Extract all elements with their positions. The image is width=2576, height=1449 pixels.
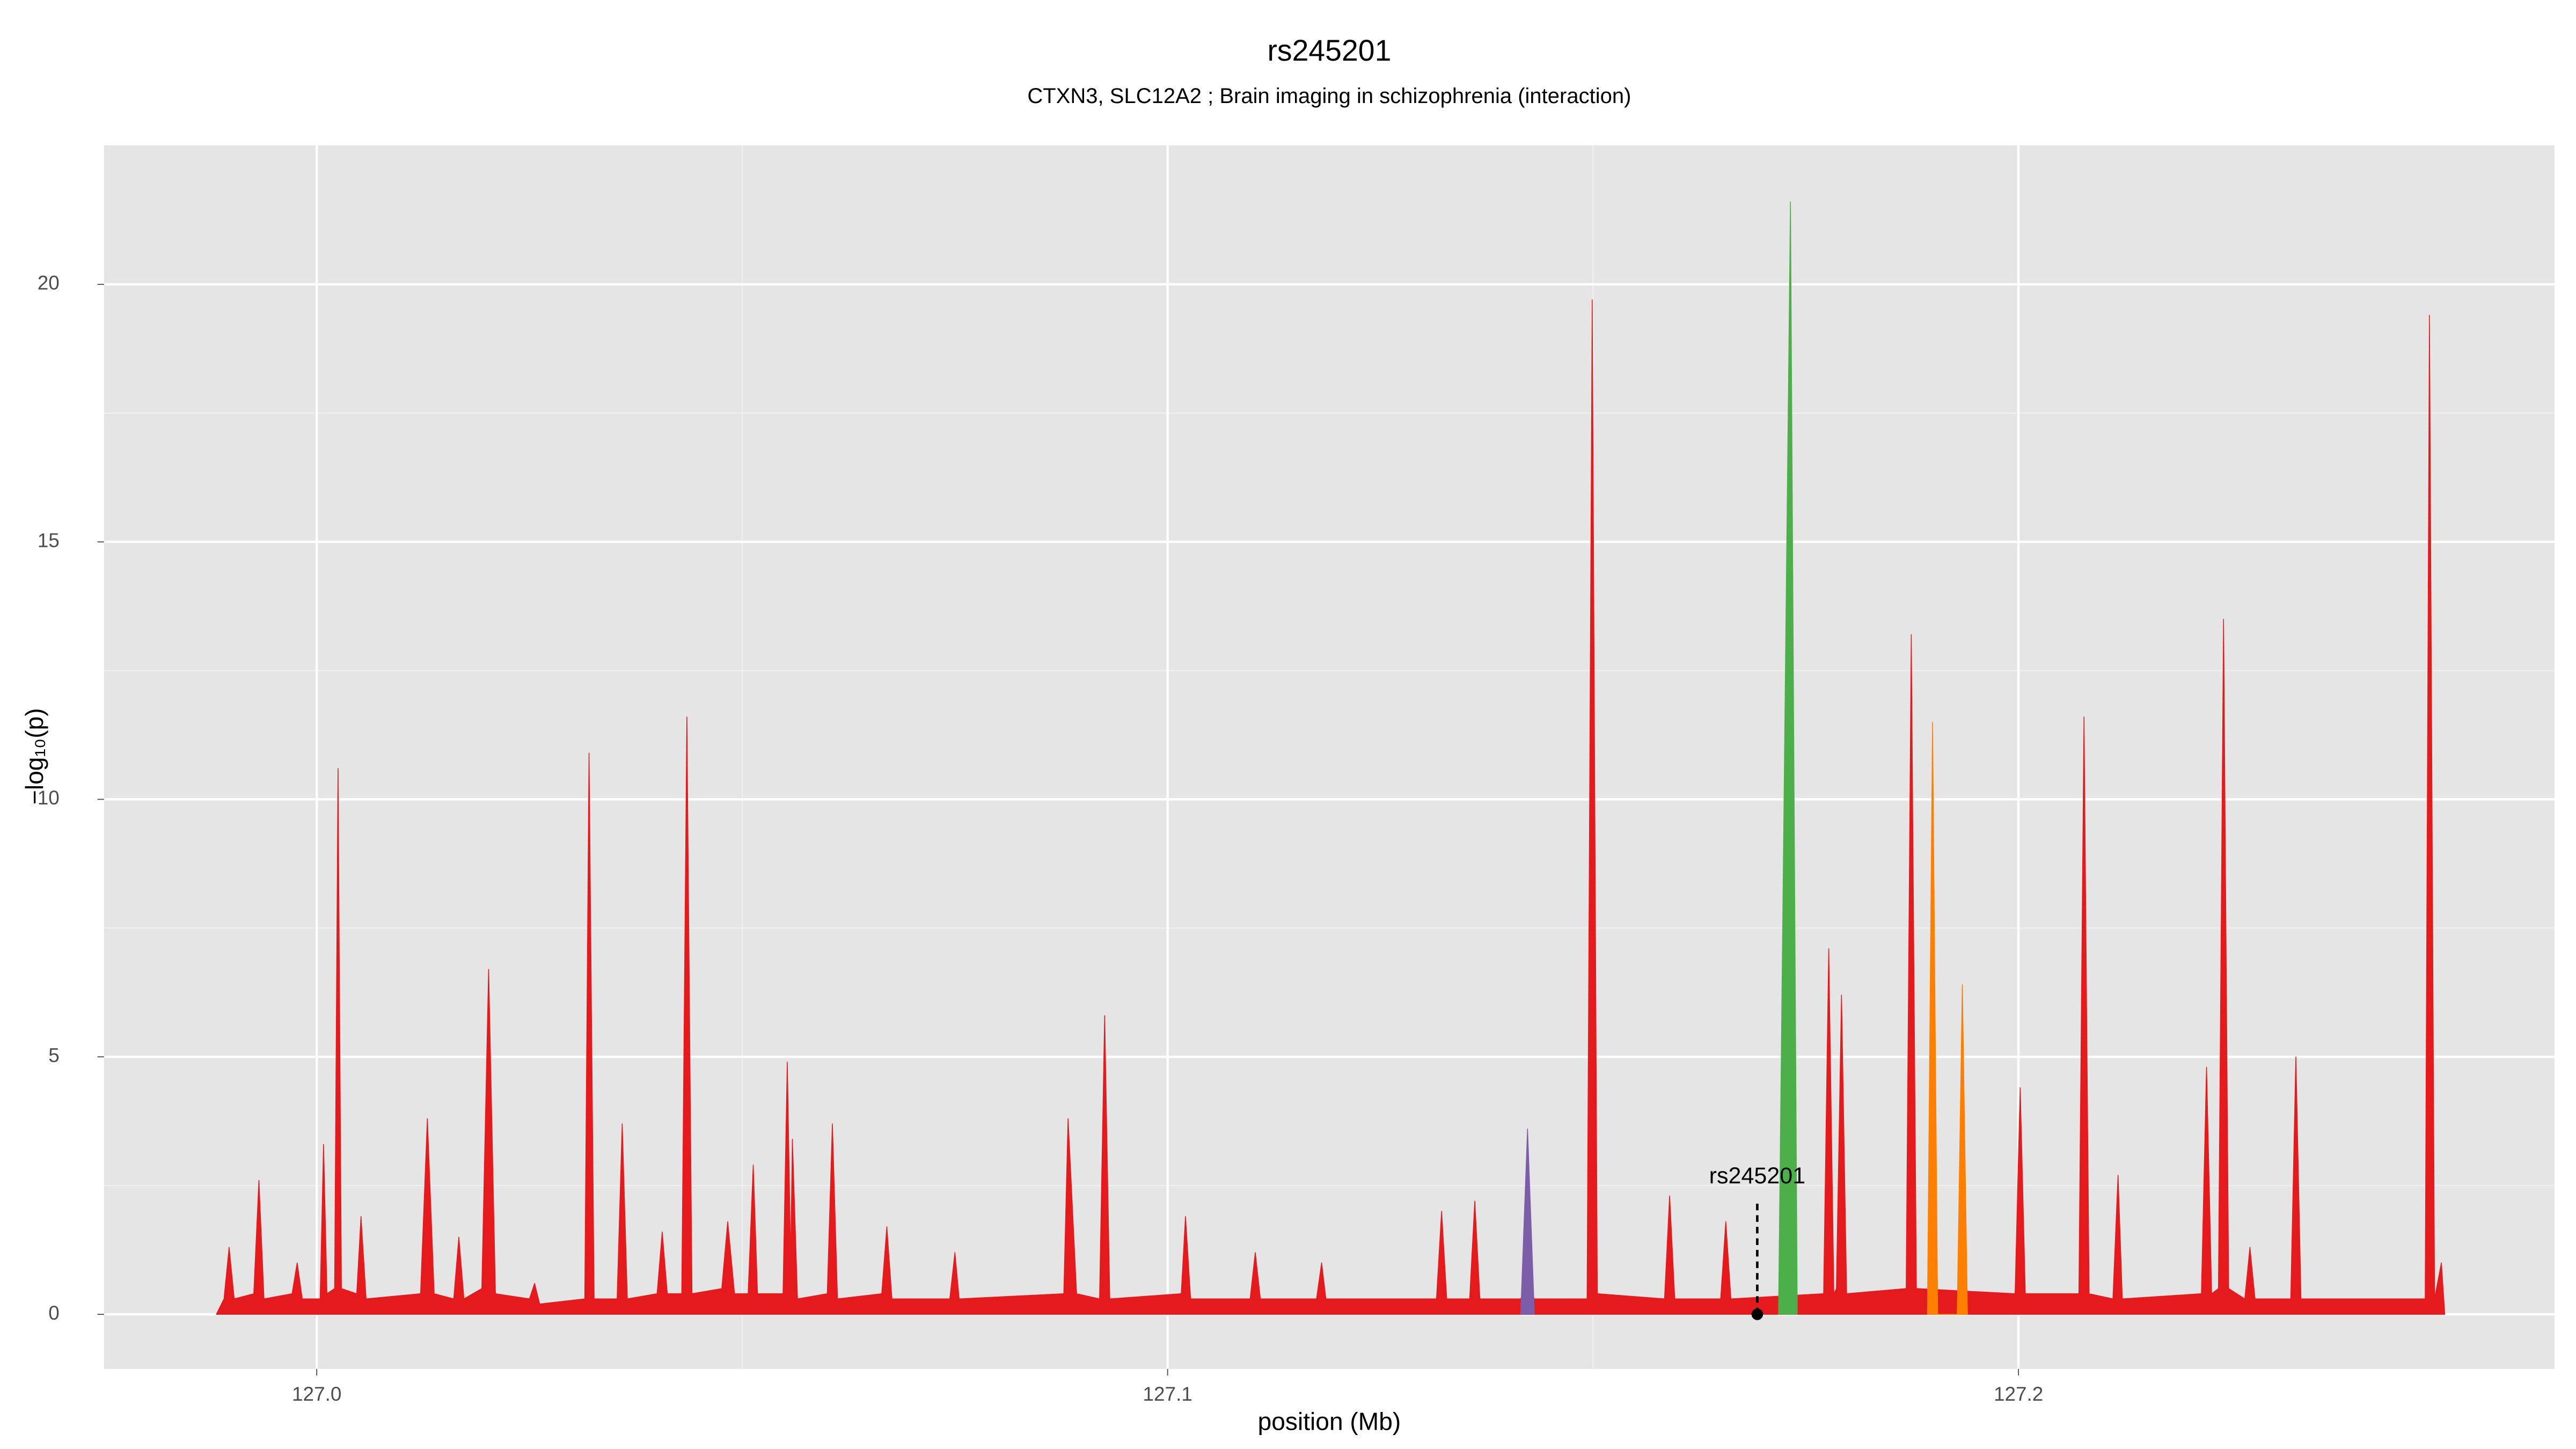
y-axis-title: −log₁₀(p) [20,708,48,804]
x-axis-title: position (Mb) [1258,1407,1401,1435]
plot-panel [104,145,2555,1369]
x-tick-label: 127.1 [1143,1383,1192,1405]
x-tick-label: 127.0 [292,1383,341,1405]
area-series [1520,1128,1535,1315]
y-tick-label: 15 [38,529,60,551]
area-series [1778,201,1798,1315]
x-tick-label: 127.2 [1994,1383,2043,1405]
y-tick-label: 10 [38,787,60,809]
annotation-label: rs245201 [1709,1163,1806,1189]
annotation-point [1751,1308,1763,1320]
y-tick-label: 5 [48,1044,60,1066]
y-tick-label: 0 [48,1302,60,1324]
area-series [216,299,2446,1315]
area-series [1927,721,1968,1315]
chart-subtitle: CTXN3, SLC12A2 ; Brain imaging in schizo… [1027,84,1631,108]
y-tick-label: 20 [38,272,60,294]
chart-title: rs245201 [1267,34,1391,67]
